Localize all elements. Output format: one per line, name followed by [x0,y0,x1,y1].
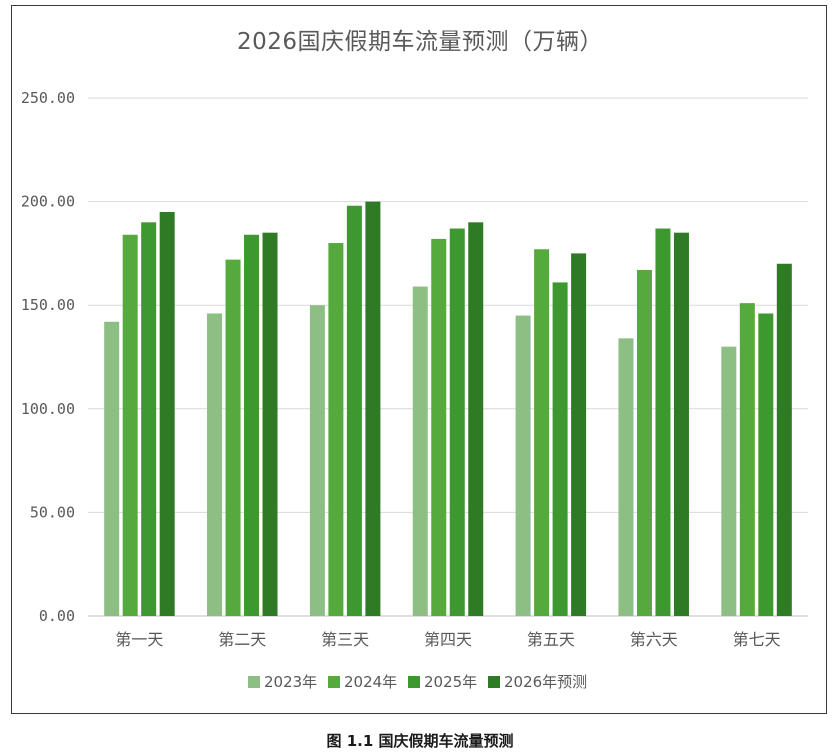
chart-title: 2026国庆假期车流量预测（万辆） [236,29,604,55]
x-axis-categories: 第一天 第二天 第三天 第四天 第五天 第六天 第七天 [115,630,780,649]
bar [552,282,568,616]
bar [571,253,587,616]
bar [431,238,447,616]
legend-label: 2023年 [264,673,317,691]
legend-swatch [328,676,340,688]
legend-swatch [408,676,420,688]
legend-label: 2026年预测 [504,673,587,691]
y-tick-label: 100.00 [21,400,75,418]
bar [739,303,755,616]
legend-label: 2025年 [424,673,477,691]
y-tick-label: 50.00 [30,503,75,521]
bar [721,346,737,616]
legend-label: 2024年 [344,673,397,691]
bar [776,263,792,616]
bar-chart: 0.00 50.00 100.00 150.00 200.00 250.00 第一天 第二天… [21,89,808,691]
bar [262,232,278,616]
legend: 2023年 2024年 2025年 2026年预测 [248,673,587,691]
y-tick-label: 150.00 [21,296,75,314]
bar [758,313,774,616]
bar [207,313,223,616]
x-category-label: 第七天 [733,630,781,649]
bar [515,315,531,616]
x-category-label: 第六天 [630,630,678,649]
x-category-label: 第一天 [115,630,163,649]
bar [365,201,381,616]
bar [122,234,138,616]
bar [346,205,362,616]
y-tick-label: 250.00 [21,89,75,107]
grid-lines [88,97,808,617]
bar [412,286,428,616]
x-category-label: 第二天 [218,630,266,649]
x-category-label: 第三天 [321,630,369,649]
figure-caption: 图 1.1 国庆假期车流量预测 [326,732,514,750]
bar [534,249,550,617]
x-category-label: 第四天 [424,630,472,649]
bar [159,211,175,616]
bar [309,305,325,616]
x-category-label: 第五天 [527,630,575,649]
bar [636,269,652,616]
bar [244,234,260,616]
bar [141,222,157,616]
bar [225,259,241,616]
bar [655,228,671,616]
bar [328,243,344,617]
bar [104,321,120,616]
bar [618,338,634,616]
legend-swatch [488,676,500,688]
y-tick-label: 0.00 [39,607,75,625]
bars [104,201,792,617]
y-tick-label: 200.00 [21,193,75,211]
legend-swatch [248,676,260,688]
bar [468,222,484,616]
bar [673,232,689,616]
bar [449,228,465,616]
y-axis-ticks: 0.00 50.00 100.00 150.00 200.00 250.00 [21,89,75,625]
